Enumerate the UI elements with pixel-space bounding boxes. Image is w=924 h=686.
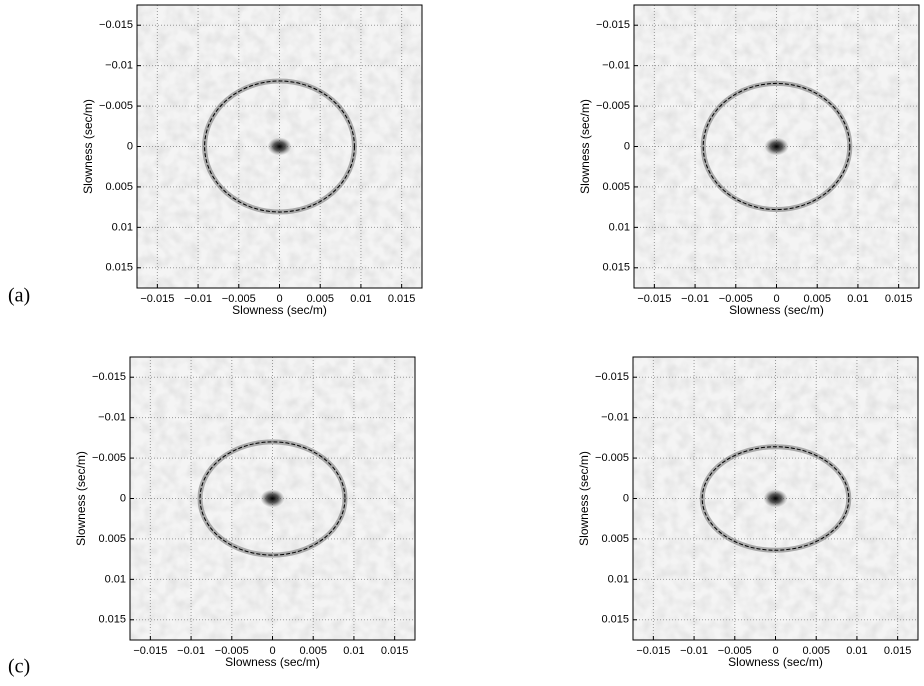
panel-label: (c) <box>8 656 30 678</box>
x-tick-label: −0.01 <box>680 645 708 657</box>
y-tick-label: 0.01 <box>112 221 133 233</box>
x-tick-label: −0.01 <box>681 293 709 305</box>
x-tick-label: −0.015 <box>133 645 167 657</box>
y-tick-label: −0.015 <box>99 19 133 31</box>
x-tick-label: 0.015 <box>884 645 912 657</box>
x-tick-label: 0.005 <box>802 645 830 657</box>
y-tick-label: 0.015 <box>602 262 630 274</box>
x-axis-label: Slowness (sec/m) <box>232 303 327 317</box>
y-tick-label: −0.005 <box>595 452 629 464</box>
y-tick-label: 0.015 <box>98 614 126 626</box>
x-tick-label: −0.005 <box>222 293 256 305</box>
y-axis-label: Slowness (sec/m) <box>74 451 88 546</box>
plot-frame <box>632 356 919 641</box>
x-tick-label: 0 <box>772 645 778 657</box>
y-tick-label: 0.005 <box>98 533 126 545</box>
y-tick-label: −0.01 <box>105 60 133 72</box>
y-tick-label: 0.015 <box>105 262 133 274</box>
y-tick-label: 0.005 <box>602 181 630 193</box>
y-tick-label: 0.005 <box>601 533 629 545</box>
central-peak <box>763 489 788 508</box>
y-tick-label: 0 <box>624 140 630 152</box>
x-axis-label: Slowness (sec/m) <box>729 303 824 317</box>
slowness-ellipse <box>199 441 346 556</box>
panel: −0.015 −0.01 −0.005 0 0.005 0.01 0.015 −0.015 −0… <box>8 356 416 678</box>
x-tick-label: 0.01 <box>846 645 867 657</box>
panel: −0.015 −0.01 −0.005 0 0.005 0.01 0.015 −0.015 −0… <box>578 4 920 317</box>
x-tick-label: 0.01 <box>847 293 868 305</box>
x-tick-label: −0.015 <box>636 645 670 657</box>
y-tick-label: −0.01 <box>602 60 630 72</box>
slowness-ellipse <box>701 446 850 551</box>
x-tick-label: −0.01 <box>177 645 205 657</box>
y-tick-label: −0.015 <box>595 371 629 383</box>
y-tick-label: 0.01 <box>105 573 126 585</box>
x-tick-label: −0.005 <box>719 293 753 305</box>
x-tick-label: −0.015 <box>637 293 671 305</box>
x-tick-label: −0.01 <box>184 293 212 305</box>
x-tick-label: −0.005 <box>718 645 752 657</box>
x-axis-label: Slowness (sec/m) <box>225 655 320 669</box>
y-axis-label: Slowness (sec/m) <box>81 99 95 194</box>
panel-label: (a) <box>8 285 30 307</box>
y-axis-label: Slowness (sec/m) <box>578 99 592 194</box>
y-tick-label: 0 <box>623 492 629 504</box>
y-tick-label: 0.005 <box>105 181 133 193</box>
y-tick-label: 0 <box>120 492 126 504</box>
y-tick-label: −0.01 <box>601 412 629 424</box>
x-tick-label: 0 <box>276 293 282 305</box>
y-tick-label: −0.01 <box>98 412 126 424</box>
y-tick-label: 0.01 <box>608 573 629 585</box>
y-tick-label: −0.015 <box>92 371 126 383</box>
y-axis-label: Slowness (sec/m) <box>577 451 591 546</box>
plot-frame <box>136 4 423 289</box>
slowness-ellipse <box>204 80 355 213</box>
x-tick-label: −0.015 <box>140 293 174 305</box>
central-peak <box>260 489 285 508</box>
x-tick-label: 0.005 <box>299 645 327 657</box>
slowness-ellipse <box>702 82 851 211</box>
panel: −0.015 −0.01 −0.005 0 0.005 0.01 0.015 −0.015 −0… <box>8 4 423 317</box>
x-tick-label: 0.01 <box>350 293 371 305</box>
panel: −0.015 −0.01 −0.005 0 0.005 0.01 0.015 −0.015 −0… <box>577 356 919 669</box>
x-tick-label: 0.015 <box>885 293 913 305</box>
x-tick-label: 0 <box>269 645 275 657</box>
y-tick-label: −0.005 <box>596 100 630 112</box>
central-peak <box>764 137 789 156</box>
y-tick-label: 0.015 <box>601 614 629 626</box>
x-tick-label: 0.01 <box>343 645 364 657</box>
plot-frame <box>633 4 920 289</box>
y-tick-label: −0.005 <box>99 100 133 112</box>
y-tick-label: −0.005 <box>92 452 126 464</box>
plot-frame <box>129 356 416 641</box>
x-tick-label: 0.005 <box>803 293 831 305</box>
x-tick-label: −0.005 <box>215 645 249 657</box>
x-tick-label: 0 <box>773 293 779 305</box>
y-tick-label: 0.01 <box>609 221 630 233</box>
x-tick-label: 0.015 <box>388 293 416 305</box>
x-axis-label: Slowness (sec/m) <box>728 655 823 669</box>
y-tick-label: −0.015 <box>596 19 630 31</box>
x-tick-label: 0.015 <box>381 645 409 657</box>
y-tick-label: 0 <box>127 140 133 152</box>
central-peak <box>267 137 292 156</box>
x-tick-label: 0.005 <box>306 293 334 305</box>
